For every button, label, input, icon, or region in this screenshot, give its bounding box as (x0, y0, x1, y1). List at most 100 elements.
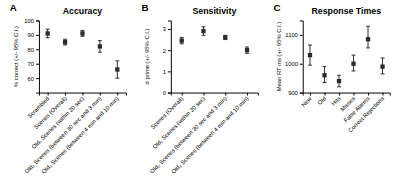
point (80, 31, 84, 35)
x-axis: ScrambledScenes (Overall)Old₁ Scenes (wi… (23, 93, 126, 175)
y-tick: 1 (163, 69, 171, 75)
error-cap (352, 70, 356, 71)
error-cap (180, 43, 184, 44)
x-tick: Hits (330, 93, 341, 107)
error-cap (115, 60, 119, 61)
error-cap (308, 65, 312, 66)
y-tick-label: 80 (28, 47, 35, 53)
y-tick-label: 0 (163, 90, 167, 96)
x-axis: Scenes (Overall)Old₁ Scenes (within 20 s… (149, 93, 259, 175)
x-tick-mark (354, 93, 355, 96)
point (337, 79, 341, 83)
point (223, 35, 227, 39)
error-cap (98, 40, 102, 41)
x-tick-mark (203, 93, 204, 96)
x-tick-mark (65, 93, 66, 96)
y-tick: 2 (163, 48, 171, 54)
point (308, 53, 312, 57)
point (180, 38, 184, 42)
error-cap (81, 30, 85, 31)
error-cap (381, 73, 385, 74)
y-axis-line (36, 21, 39, 93)
y-axis-title: d prime (+/- 95% C.I.) (144, 29, 150, 85)
x-tick-label: Old₂ Scenes (between 30 sec and 3 min) (149, 95, 228, 174)
x-tick-label: Old (316, 95, 327, 106)
x-axis-line (39, 93, 126, 95)
x-tick: Old₃ Scenes (between 4 min and 10 min) (170, 93, 249, 175)
y-axis-line (168, 21, 171, 93)
point (63, 40, 67, 44)
panel-title: Response Times (312, 6, 382, 16)
x-tick-mark (100, 93, 101, 96)
x-axis: NewOldHitsMissesFalse AlarmsCorrect Reje… (300, 93, 390, 134)
chart-root: 60 70 80 90 100 ScrambledScenes (Overall)Old₁… (0, 0, 400, 177)
y-axis: 0 1 2 3 (163, 21, 172, 96)
x-axis-line (171, 93, 258, 95)
y-tick: 0 (163, 90, 171, 96)
error-cap (245, 46, 249, 47)
error-cap (245, 53, 249, 54)
x-tick-mark (82, 93, 83, 96)
error-cap (81, 36, 85, 37)
x-tick-mark (368, 93, 369, 96)
error-cap (366, 26, 370, 27)
y-axis-title: % correct (+/- 95% C.I.) (13, 26, 19, 87)
x-tick-label: New (300, 95, 313, 108)
y-tick-label: 2 (163, 48, 166, 54)
y-tick: 1000 (285, 61, 303, 67)
y-tick: 3 (163, 26, 171, 32)
x-tick-mark (247, 93, 248, 96)
x-tick-mark (117, 93, 118, 96)
x-tick: Correct Rejections (347, 93, 385, 134)
y-tick-mark (168, 93, 171, 94)
x-tick-mark (182, 93, 183, 96)
x-tick-label: Correct Rejections (347, 95, 385, 133)
error-cap (381, 57, 385, 58)
panel: 0 1 2 3 Scenes (Overall)Old₁ Scenes (within … (142, 2, 259, 175)
y-tick-mark (36, 35, 39, 36)
error-cap (63, 44, 67, 45)
panel-letter: C (273, 2, 280, 13)
panel: 60 70 80 90 100 ScrambledScenes (Overall)Old₁… (10, 2, 127, 175)
y-tick: 70 (28, 61, 39, 67)
y-tick-label: 70 (28, 61, 35, 67)
error-cap (366, 47, 370, 48)
data-layer (308, 26, 385, 87)
x-tick-label: Old₃ Scenes (between 4 min and 10 min) (170, 95, 249, 174)
y-tick-label: 1000 (285, 61, 299, 67)
error-cap (202, 26, 206, 27)
y-tick-mark (300, 93, 303, 94)
panel-letter: B (142, 2, 149, 13)
x-tick-mark (225, 93, 226, 96)
y-tick-mark (168, 71, 171, 72)
y-tick-label: 1100 (285, 32, 298, 38)
point (115, 67, 119, 71)
point (380, 64, 384, 68)
y-tick-label: 90 (28, 32, 35, 38)
data-layer (46, 29, 120, 78)
y-tick-mark (36, 49, 39, 50)
x-tick: Old₂ Scenes (between 30 sec and 3 min) (23, 93, 102, 175)
y-tick-mark (36, 20, 39, 21)
point (46, 31, 50, 35)
x-tick-mark (324, 93, 325, 96)
y-axis: 60 70 80 90 100 (24, 18, 39, 93)
y-tick-mark (300, 64, 303, 65)
y-tick-label: 1 (163, 69, 166, 75)
point (245, 48, 249, 52)
x-axis-line (303, 93, 390, 95)
x-tick-mark (339, 93, 340, 96)
y-tick-label: 3 (163, 26, 166, 32)
x-tick: Old₃ Scenes (between 4 min and 10 min) (40, 93, 119, 175)
y-axis-title: Mean RT ms (+/- 95% C.I.) (276, 22, 282, 92)
y-tick: 1100 (285, 32, 302, 38)
panel-title: Accuracy (63, 6, 103, 16)
y-tick-label: 100 (24, 18, 34, 24)
x-tick: New (300, 93, 313, 108)
y-tick-label: 60 (28, 76, 35, 82)
error-cap (323, 66, 327, 67)
error-cap (352, 55, 356, 56)
point (366, 37, 370, 41)
x-tick-mark (383, 93, 384, 96)
y-tick: 60 (28, 76, 39, 82)
